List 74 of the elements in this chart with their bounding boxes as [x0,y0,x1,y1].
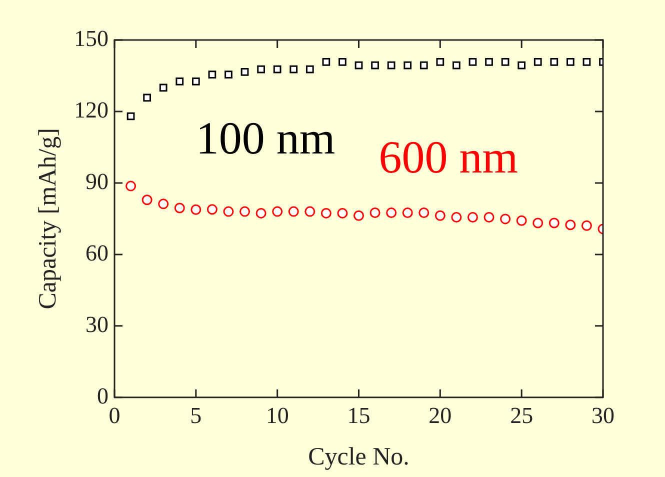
point [581,220,592,231]
point [386,207,397,218]
point [306,65,314,74]
point [223,206,234,217]
point [322,58,330,66]
point [404,61,412,70]
point [159,84,168,92]
point [452,61,460,70]
x-tick-label: 25 [510,403,534,428]
point [387,61,396,70]
x-axis-title: Cycle No. [308,444,410,471]
series-label: 600 nm [378,132,518,183]
point [500,214,511,224]
point [158,198,169,210]
y-tick-label: 90 [86,169,108,194]
point [338,58,346,66]
point [126,180,136,192]
point [434,210,446,221]
point [532,218,544,228]
point [370,207,380,218]
point [256,208,266,218]
point [550,58,558,66]
point [143,94,151,102]
y-axis-title: Capacity [mAh/g] [34,128,62,310]
point [467,212,478,223]
point [354,210,364,221]
point [288,206,299,217]
point [272,206,283,217]
x-tick-label: 30 [592,403,614,428]
point [354,61,363,70]
point [273,65,282,74]
point [224,70,232,78]
point [485,58,493,66]
y-tick-label: 150 [74,26,108,52]
point [518,61,526,70]
point [548,218,560,228]
y-tick-label: 0 [97,383,108,408]
point [418,207,430,218]
point [566,58,574,66]
x-tick-label: 15 [347,403,370,428]
point [290,65,298,74]
point [176,78,184,86]
point [206,204,218,215]
point [126,112,135,120]
point [174,202,185,214]
point [320,208,332,218]
point [208,70,216,78]
point [451,212,462,223]
point [402,207,413,218]
point [192,78,200,86]
point [516,215,527,226]
x-tick-label: 20 [428,403,452,428]
point [257,65,265,74]
point [582,58,591,66]
y-tick-label: 60 [86,240,108,266]
point [190,204,202,215]
point [240,68,249,76]
point [484,212,494,223]
point [142,194,152,206]
y-tick-label: 30 [86,312,108,337]
x-tick-label: 5 [190,403,202,428]
point [501,58,510,66]
point [240,206,250,217]
point [371,61,379,70]
point [565,220,576,230]
point [534,58,542,66]
y-tick-label: 120 [74,98,108,123]
x-tick-label: 10 [266,403,289,428]
point [337,208,348,218]
point [436,58,444,66]
series-label: 100 nm [196,112,336,164]
point [420,61,428,70]
point [468,58,477,66]
point [304,206,316,217]
